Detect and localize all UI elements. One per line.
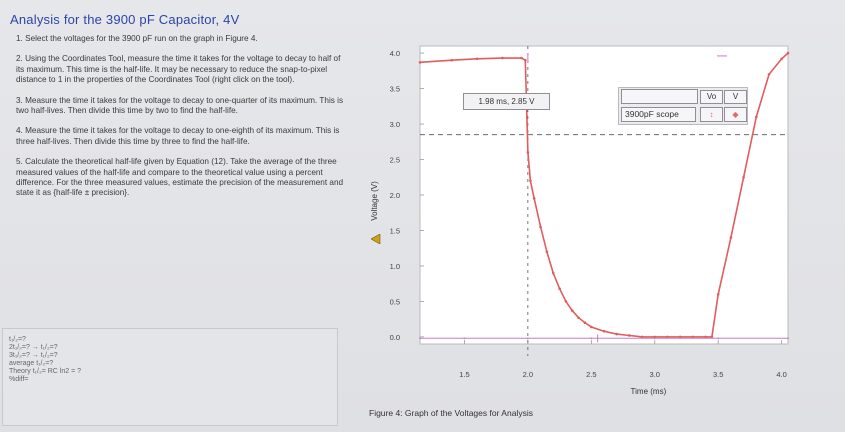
series-0-point-4 xyxy=(520,56,523,60)
x-tick-label-5: 4.0 xyxy=(776,370,786,379)
series-0-point-6 xyxy=(526,151,530,154)
note-line: %diff= xyxy=(9,376,29,383)
instruction-1: 1. Select the voltages for the 3900 pF r… xyxy=(16,34,258,43)
instruction-2: 2. Using the Coordinates Tool, measure t… xyxy=(16,54,341,85)
series-0-point-18 xyxy=(602,329,606,333)
y-tick-label-0: 0.0 xyxy=(390,333,400,342)
x-tick-label-4: 3.5 xyxy=(713,370,723,379)
series-0-point-21 xyxy=(640,335,644,339)
series-1-point-3 xyxy=(590,337,593,340)
series-0-point-2 xyxy=(475,57,479,61)
series-0-point-15 xyxy=(577,316,580,320)
series-0-point-27 xyxy=(710,335,714,339)
notes-textbox[interactable]: t₁/₂=? 2t₁/₂=? → t₁/₂=? 3t₁/₂=? → t₁/₂=?… xyxy=(2,328,338,426)
note-line: Theory t₁/₂= RC ln2 = ? xyxy=(9,368,81,375)
y-tick-label-5: 2.5 xyxy=(390,156,400,165)
series-0-point-11 xyxy=(551,271,555,275)
series-0-point-24 xyxy=(678,335,682,339)
series-0-point-8 xyxy=(532,197,536,200)
series-0-point-17 xyxy=(590,325,593,329)
y-tick-label-1: 0.5 xyxy=(390,297,400,306)
series-1-point-1 xyxy=(463,337,466,340)
legend-series-name[interactable]: 3900pF scope xyxy=(621,107,696,122)
series-0-point-33 xyxy=(780,57,783,61)
series-0-point-5 xyxy=(524,58,527,62)
series-1-point-0 xyxy=(419,337,421,340)
series-0-point-0 xyxy=(418,61,422,64)
figure-caption: Figure 4: Graph of the Voltages for Anal… xyxy=(369,408,533,418)
series-1-point-5 xyxy=(717,337,720,340)
note-line: 3t₁/₂=? → t₁/₂=? xyxy=(9,352,58,359)
y-tick-label-4: 2.0 xyxy=(390,191,400,200)
instruction-3: 3. Measure the time it takes for the vol… xyxy=(16,95,344,116)
series-0-point-31 xyxy=(754,115,758,119)
series-0-point-32 xyxy=(767,73,771,76)
legend-col-v[interactable]: V xyxy=(724,90,747,104)
series-0-point-7 xyxy=(529,179,532,183)
series-0-point-29 xyxy=(729,236,733,239)
y-tick-label-6: 3.0 xyxy=(390,120,400,129)
series-0-point-30 xyxy=(742,175,745,179)
y-tick-label-8: 4.0 xyxy=(390,49,400,58)
series-0-point-1 xyxy=(450,58,454,62)
y-tick-label-7: 3.5 xyxy=(390,85,400,94)
series-0-point-25 xyxy=(691,335,695,339)
legend-v-marker-icon[interactable]: ◆ xyxy=(724,107,747,122)
instruction-5: 5. Calculate the theoretical half-life g… xyxy=(16,157,344,198)
series-0-point-12 xyxy=(558,287,561,290)
graph-handle-icon[interactable] xyxy=(370,231,381,245)
legend[interactable]: Vo V 3900pF scope ↕ ◆ xyxy=(618,87,748,125)
series-0-point-23 xyxy=(666,335,669,339)
series-0-point-22 xyxy=(653,335,657,339)
series-0-point-26 xyxy=(704,335,707,339)
coordinates-readout[interactable]: 1.98 ms, 2.85 V xyxy=(463,93,550,110)
series-1-point-6 xyxy=(787,337,789,340)
series-0-point-34 xyxy=(786,51,790,55)
series-0-point-28 xyxy=(716,293,720,296)
x-axis-label: Time (ms) xyxy=(631,387,667,396)
y-axis-label: Voltage (V) xyxy=(370,181,379,221)
x-tick-label-3: 3.0 xyxy=(650,370,660,379)
chart-area: 0.0 0.5 1.0 1.5 2.0 2.5 3.0 3.5 4.0 1.5 2.0 2.5 3.0 3… xyxy=(362,38,842,432)
legend-filter-input[interactable] xyxy=(621,89,698,104)
series-0-point-10 xyxy=(545,250,549,254)
note-line: average t₁/₂=? xyxy=(9,360,54,367)
voltage-chart[interactable]: 0.0 0.5 1.0 1.5 2.0 2.5 3.0 3.5 4.0 1.5 2.0 2.5 3.0 3… xyxy=(362,38,842,432)
legend-vo-marker-icon[interactable]: ↕ xyxy=(700,107,723,122)
series-0-point-16 xyxy=(583,321,587,325)
y-tick-label-3: 1.5 xyxy=(390,226,400,235)
note-line: 2t₁/₂=? → t₁/₂=? xyxy=(9,344,58,351)
page-title: Analysis for the 3900 pF Capacitor, 4V xyxy=(10,12,240,27)
series-1-point-2 xyxy=(526,337,529,340)
note-line: t₁/₂=? xyxy=(9,336,26,343)
series-0-point-19 xyxy=(615,332,618,336)
y-tick-label-2: 1.0 xyxy=(390,262,400,271)
x-tick-label-1: 2.0 xyxy=(523,370,533,379)
series-1-point-4 xyxy=(653,337,656,340)
instruction-4: 4. Measure the time it takes for the vol… xyxy=(16,126,340,146)
series-0-point-3 xyxy=(501,56,504,60)
instructions-panel: 1. Select the voltages for the 3900 pF r… xyxy=(16,34,346,209)
x-tick-label-2: 2.5 xyxy=(586,370,596,379)
series-0-point-14 xyxy=(570,309,574,312)
series-0-point-13 xyxy=(564,300,568,303)
legend-col-vo[interactable]: Vo xyxy=(700,90,723,104)
series-0-point-20 xyxy=(628,334,631,337)
series-0-point-9 xyxy=(539,225,542,229)
x-tick-label-0: 1.5 xyxy=(459,370,469,379)
